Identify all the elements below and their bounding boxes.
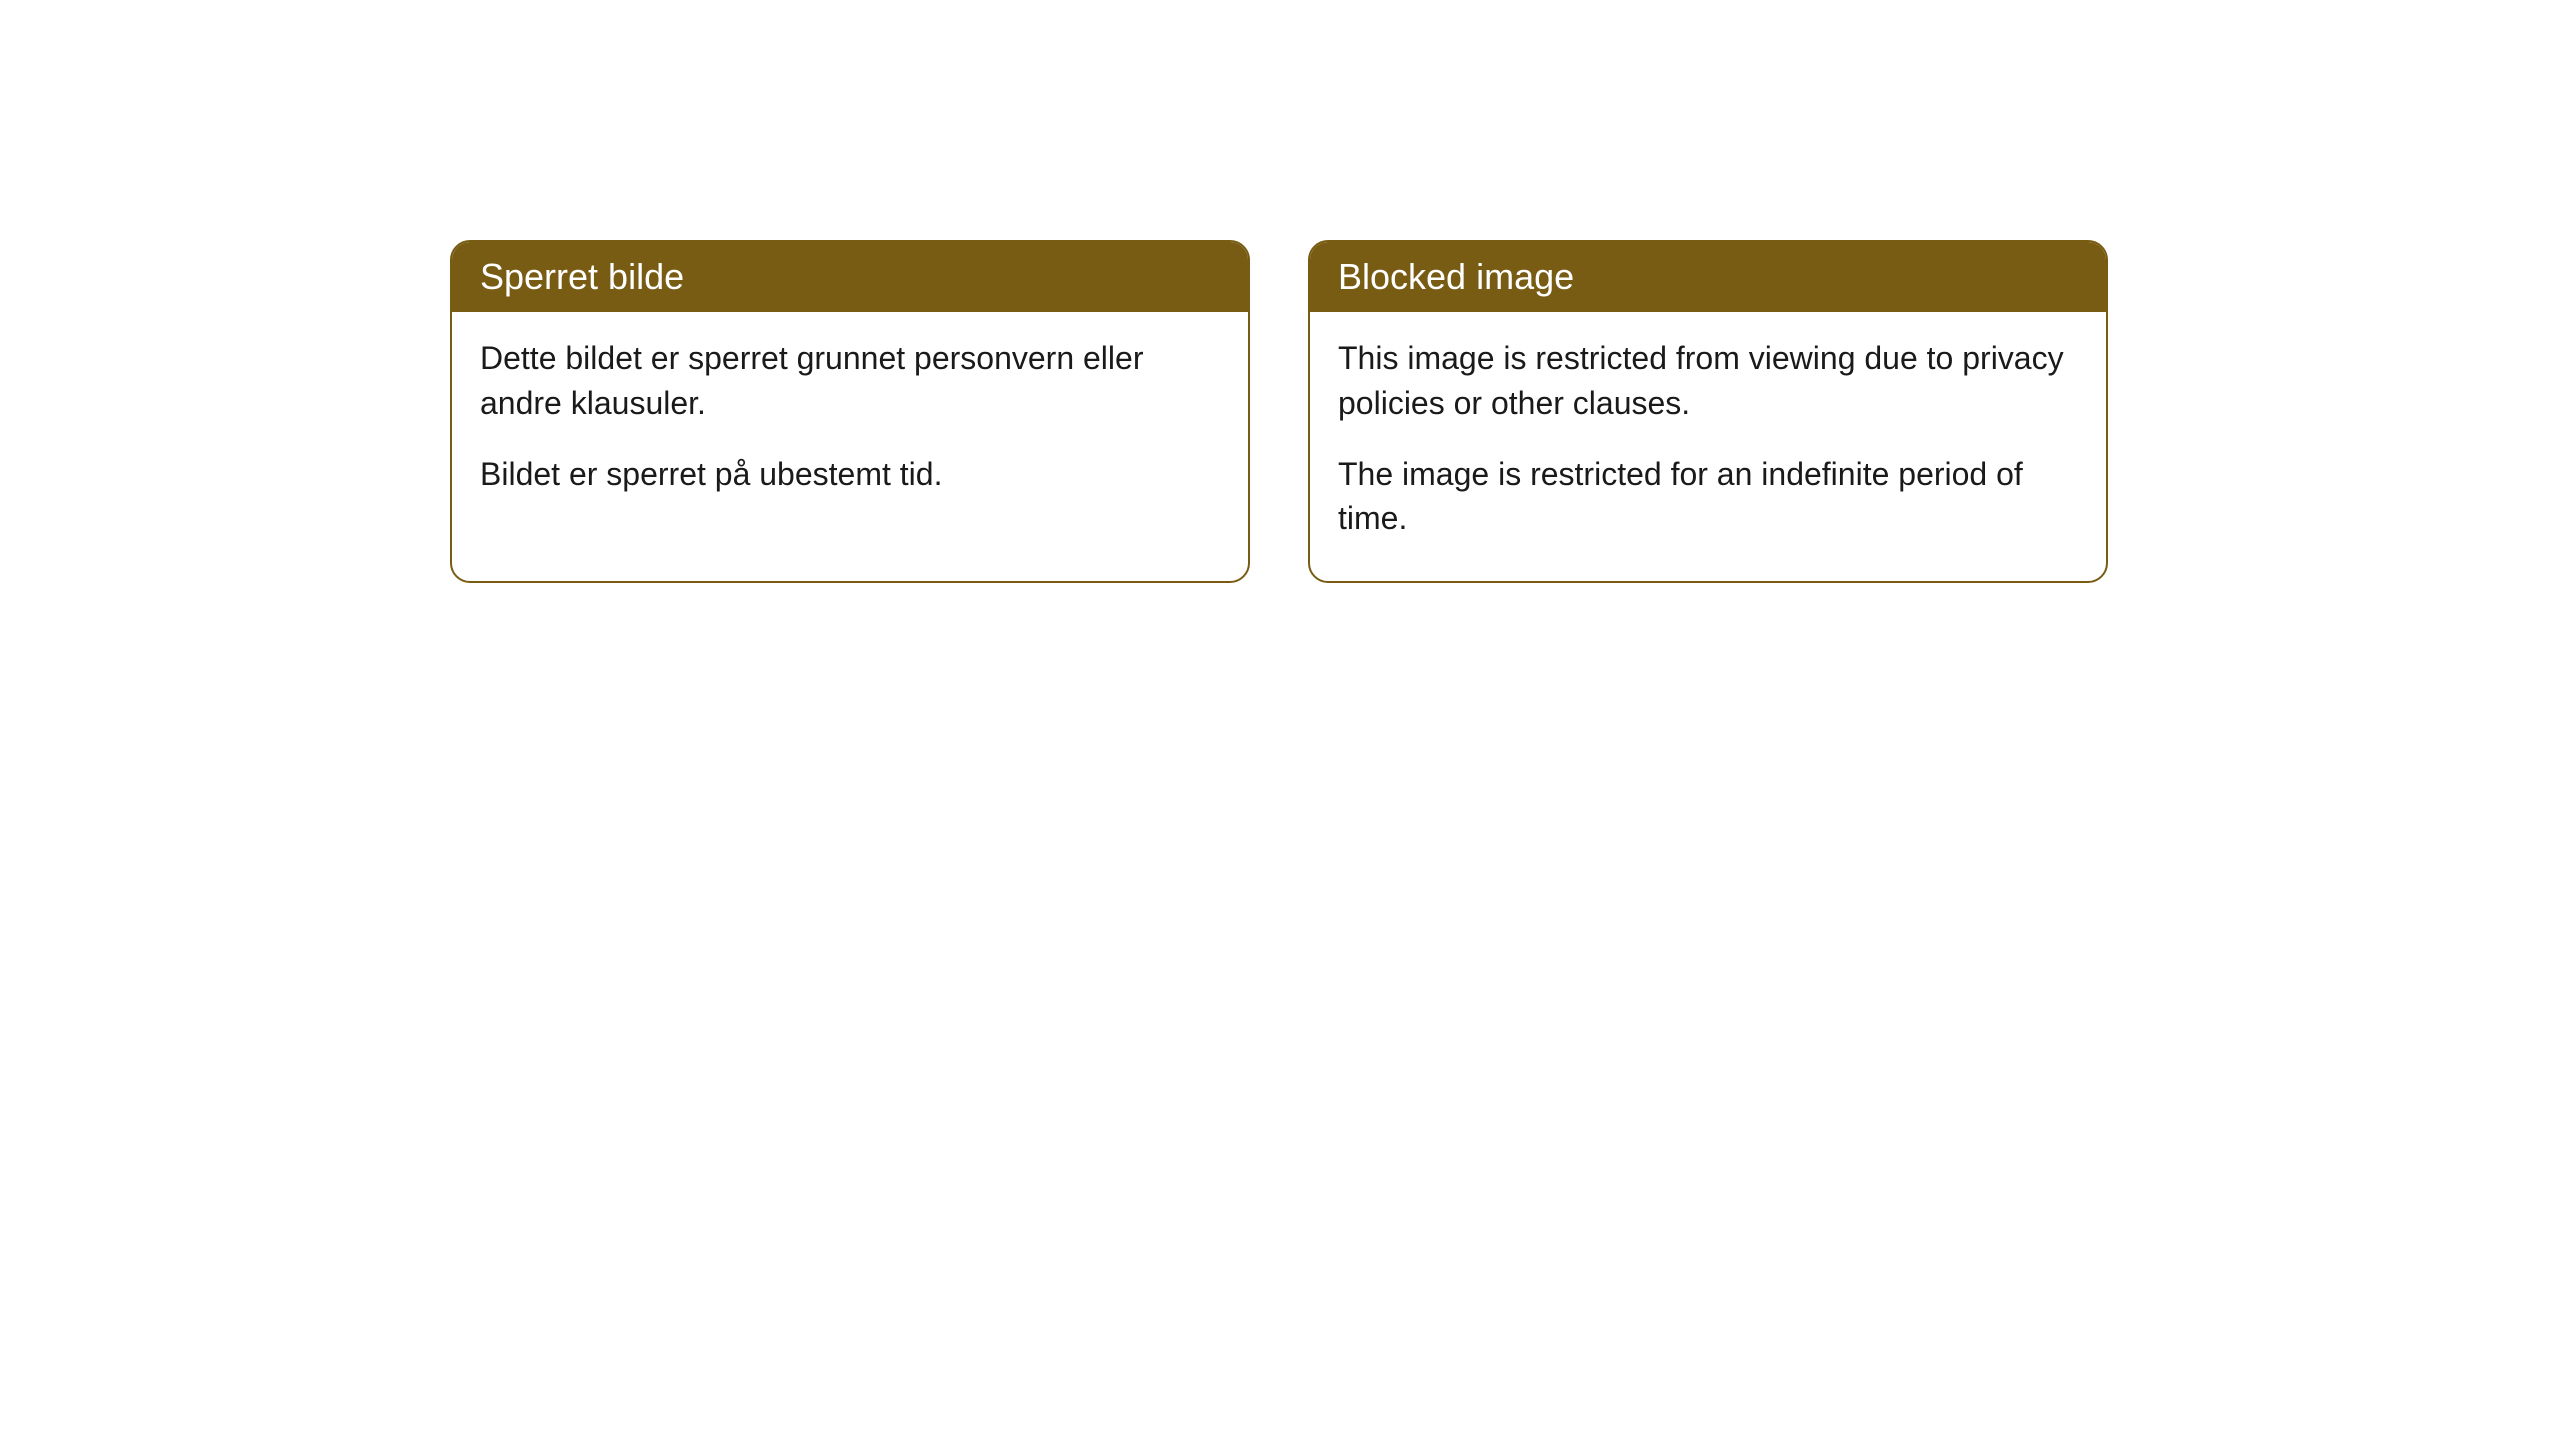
notice-card-norwegian: Sperret bilde Dette bildet er sperret gr… bbox=[450, 240, 1250, 583]
card-paragraph-1-norwegian: Dette bildet er sperret grunnet personve… bbox=[480, 336, 1220, 426]
card-body-norwegian: Dette bildet er sperret grunnet personve… bbox=[452, 312, 1248, 536]
notice-cards-container: Sperret bilde Dette bildet er sperret gr… bbox=[450, 240, 2560, 583]
card-header-english: Blocked image bbox=[1310, 242, 2106, 312]
card-paragraph-2-english: The image is restricted for an indefinit… bbox=[1338, 452, 2078, 542]
card-header-norwegian: Sperret bilde bbox=[452, 242, 1248, 312]
card-paragraph-1-english: This image is restricted from viewing du… bbox=[1338, 336, 2078, 426]
notice-card-english: Blocked image This image is restricted f… bbox=[1308, 240, 2108, 583]
card-paragraph-2-norwegian: Bildet er sperret på ubestemt tid. bbox=[480, 452, 1220, 497]
card-body-english: This image is restricted from viewing du… bbox=[1310, 312, 2106, 581]
